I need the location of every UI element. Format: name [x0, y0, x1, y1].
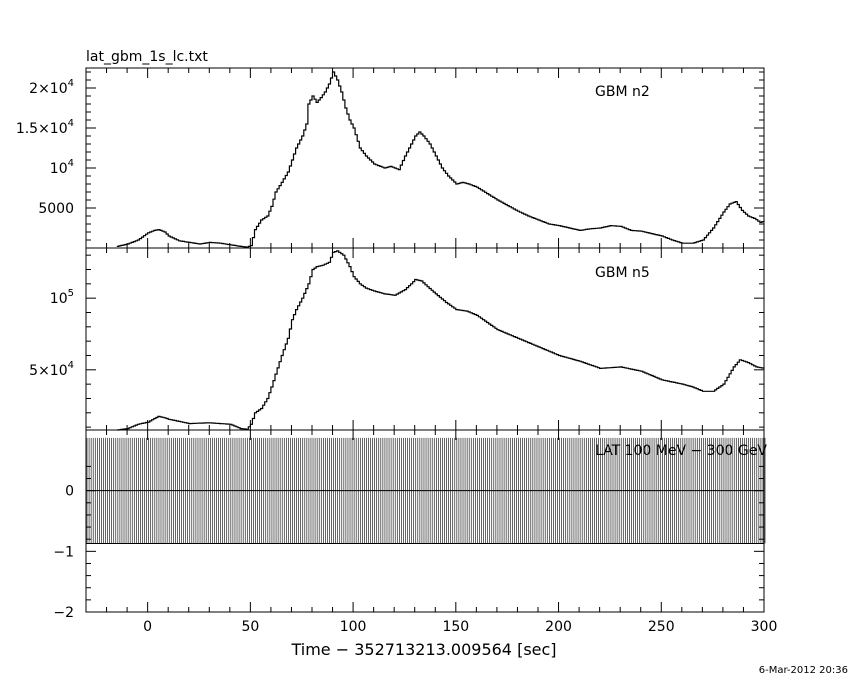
y-tick-label: 2×104	[29, 78, 74, 97]
y-tick-label: −1	[53, 544, 74, 560]
series-line	[116, 71, 765, 248]
x-tick-label: 100	[340, 619, 367, 635]
panel-frame	[85, 429, 765, 613]
y-tick-label: 104	[50, 158, 74, 177]
panel-frame	[85, 67, 765, 249]
panel-label: GBM n5	[595, 265, 650, 281]
panel-label: GBM n2	[595, 84, 650, 100]
y-tick-label: 1.5×104	[16, 118, 74, 137]
date-stamp: 6-Mar-2012 20:36	[759, 665, 848, 676]
y-tick-label: 5000	[38, 201, 74, 217]
x-axis-label: Time − 352713213.009564 [sec]	[290, 640, 556, 659]
x-tick-label: 0	[143, 619, 152, 635]
panel-frame	[85, 247, 765, 431]
x-tick-label: 250	[648, 619, 675, 635]
y-tick-label: 5×104	[29, 360, 74, 379]
x-tick-label: 50	[241, 619, 259, 635]
y-tick-label: −2	[53, 605, 74, 621]
x-tick-label: 200	[545, 619, 572, 635]
series-line	[116, 250, 765, 431]
y-tick-label: 0	[65, 484, 74, 500]
panel-gbm-n5: 5×104 105 GBM n5	[29, 247, 765, 431]
x-tick-label: 300	[751, 619, 778, 635]
panel-label: LAT 100 MeV − 300 GeV	[595, 443, 767, 459]
panel-gbm-n2: 5000 104 1.5×104 2×104 GBM n2	[16, 67, 765, 249]
file-title: lat_gbm_1s_lc.txt	[86, 49, 208, 65]
x-tick-label: 150	[442, 619, 469, 635]
panel-lat: −2 −1 0 LAT 100 MeV − 300 GeV 0 50 100 150 200 25…	[53, 429, 778, 635]
y-tick-label: 105	[50, 288, 74, 307]
